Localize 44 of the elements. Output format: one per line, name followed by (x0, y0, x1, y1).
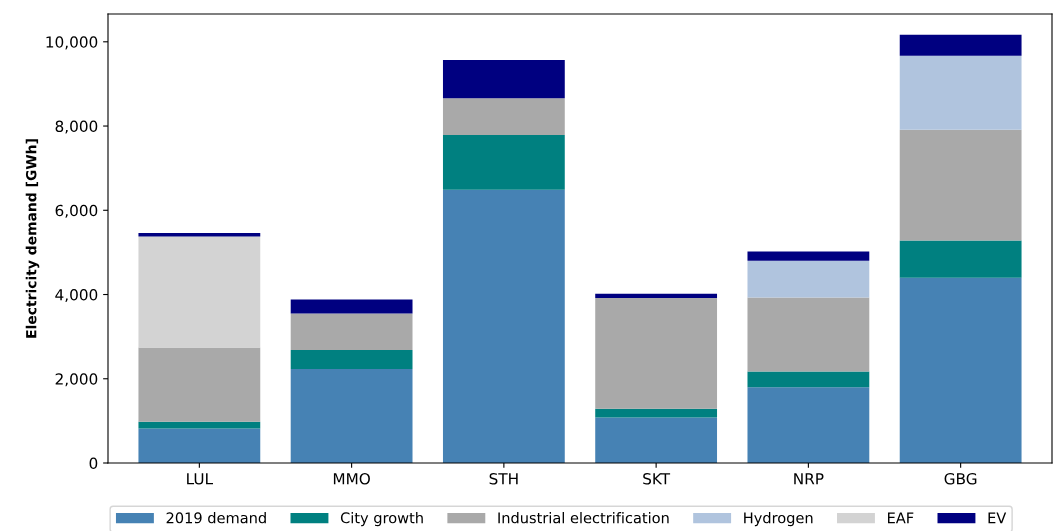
legend-label: City growth (340, 512, 423, 527)
bar (290, 299, 413, 314)
x-tick-label: NRP (794, 473, 824, 485)
bar (595, 297, 718, 409)
bar (442, 59, 565, 99)
bar (595, 417, 718, 463)
bar (747, 260, 870, 298)
bar (290, 313, 413, 351)
bar (899, 55, 1022, 130)
x-tick-label: STH (489, 472, 518, 485)
bar (290, 369, 413, 463)
y-tick-label: 4,000 (55, 288, 98, 303)
y-tick-label: 6,000 (55, 204, 98, 218)
y-axis-title: Electricity demand [GWh] (25, 139, 40, 338)
y-tick-label: 8,000 (55, 120, 98, 134)
y-tick-label: 10,000 (46, 36, 98, 50)
bar (595, 293, 718, 298)
legend-label: EAF (888, 512, 914, 524)
x-tick-label: GBG (944, 472, 977, 485)
bar (442, 134, 565, 190)
legend-label: Hydrogen (744, 512, 813, 527)
bar (290, 350, 413, 370)
y-tick-label: 2,000 (55, 373, 98, 387)
bar (138, 347, 261, 422)
bar (899, 277, 1022, 463)
bar (442, 98, 565, 135)
bar (747, 297, 870, 372)
bar (442, 189, 565, 463)
bar (747, 251, 870, 261)
bar (138, 236, 261, 348)
bar (747, 387, 870, 463)
bar (899, 129, 1022, 241)
x-tick-label: SKT (643, 472, 671, 485)
bar (595, 408, 718, 418)
bar (899, 34, 1022, 56)
x-tick-label: MMO (333, 472, 370, 485)
x-tick-label: LUL (187, 473, 213, 485)
bar (747, 371, 870, 388)
y-tick-label: 0 (89, 457, 98, 470)
legend-label: Industrial electrification (498, 512, 669, 524)
bar (138, 428, 261, 463)
legend-label: 2019 demand (166, 512, 266, 524)
legend-label: EV (988, 512, 1007, 524)
bar (899, 240, 1022, 278)
